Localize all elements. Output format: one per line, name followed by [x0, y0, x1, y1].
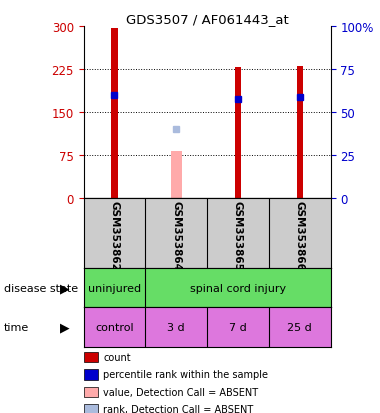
Text: uninjured: uninjured — [88, 283, 141, 293]
Bar — [297, 67, 303, 198]
Bar — [235, 68, 241, 198]
Bar — [171, 152, 182, 198]
Text: ▶: ▶ — [60, 282, 70, 294]
Text: count: count — [103, 352, 131, 362]
Text: GSM353862: GSM353862 — [109, 200, 119, 270]
Text: value, Detection Call = ABSENT: value, Detection Call = ABSENT — [103, 387, 258, 397]
Text: GSM353864: GSM353864 — [171, 200, 181, 270]
Text: control: control — [95, 322, 134, 332]
Title: GDS3507 / AF061443_at: GDS3507 / AF061443_at — [126, 13, 288, 26]
Text: rank, Detection Call = ABSENT: rank, Detection Call = ABSENT — [103, 404, 253, 413]
Text: spinal cord injury: spinal cord injury — [190, 283, 286, 293]
Text: 3 d: 3 d — [168, 322, 185, 332]
Text: percentile rank within the sample: percentile rank within the sample — [103, 370, 268, 380]
Text: 7 d: 7 d — [229, 322, 247, 332]
Text: GSM353866: GSM353866 — [295, 200, 305, 270]
Bar — [111, 28, 117, 198]
Text: time: time — [4, 322, 29, 332]
Text: GSM353865: GSM353865 — [233, 200, 243, 270]
Text: ▶: ▶ — [60, 321, 70, 334]
Text: disease state: disease state — [4, 283, 78, 293]
Text: 25 d: 25 d — [287, 322, 312, 332]
